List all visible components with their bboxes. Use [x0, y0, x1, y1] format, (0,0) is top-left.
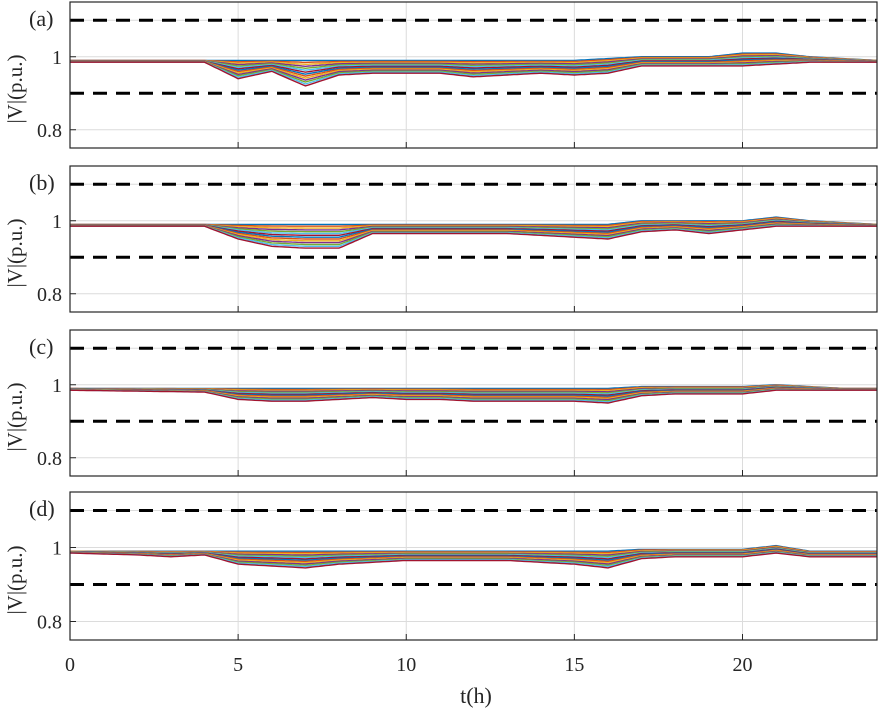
axes-frame	[69, 329, 878, 477]
panel-label: (a)	[29, 6, 53, 31]
y-axis-label: |V|(p.u.)	[3, 382, 27, 451]
series-line	[69, 552, 877, 569]
axes-frame	[69, 491, 878, 641]
panel-label: (b)	[29, 170, 55, 195]
panel-2: 0.8 1 (c)|V|(p.u.)	[3, 329, 878, 477]
series-line	[70, 225, 877, 249]
panel-1: 0.8 1 (b)|V|(p.u.)	[3, 165, 878, 313]
y-tick-label: 0.8	[37, 448, 62, 470]
x-tick-label: 20	[733, 654, 753, 676]
x-tick-label: 0	[65, 654, 75, 676]
panel-0: 0.8 1 (a)|V|(p.u.)	[3, 1, 878, 149]
panel-label: (c)	[29, 334, 53, 359]
panel-3: 0.8 1 (d)|V|(p.u.) 0 5 10 15 20	[3, 491, 878, 676]
y-tick-label: 1	[52, 375, 62, 397]
y-tick-label: 0.8	[37, 120, 62, 142]
x-axis-label: t(h)	[460, 683, 492, 708]
x-tick-label: 10	[396, 654, 416, 676]
panel-label: (d)	[29, 496, 55, 521]
y-axis-label: |V|(p.u.)	[3, 54, 27, 123]
axes-frame	[69, 165, 878, 313]
y-axis-label: |V|(p.u.)	[3, 218, 27, 287]
axes-frame	[69, 1, 878, 149]
y-tick-label: 0.8	[37, 284, 62, 306]
y-tick-label: 1	[52, 47, 62, 69]
y-axis-label: |V|(p.u.)	[3, 545, 27, 614]
series-line	[70, 61, 877, 87]
y-tick-label: 1	[52, 538, 62, 560]
x-tick-label: 15	[564, 654, 584, 676]
y-tick-label: 1	[52, 211, 62, 233]
x-tick-label: 5	[233, 654, 243, 676]
series-line	[69, 389, 877, 404]
y-tick-label: 0.8	[37, 612, 62, 634]
